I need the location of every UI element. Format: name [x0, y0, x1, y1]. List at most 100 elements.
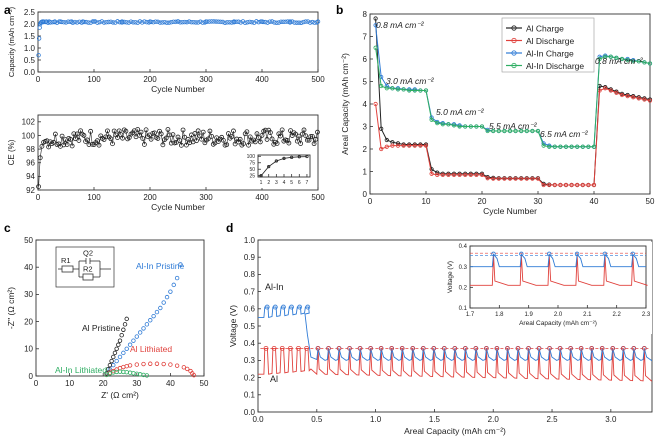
a-bot-point [44, 138, 50, 144]
a-bot-point [225, 131, 231, 136]
b-series-point [496, 176, 501, 181]
a-bot-point [257, 139, 263, 145]
b-series-point [541, 143, 546, 148]
d-inset-peak [491, 251, 496, 257]
b-series-point [429, 117, 434, 122]
b-series-point [418, 143, 423, 148]
b-xtick-label: 0 [368, 197, 373, 206]
a-bot-point [143, 127, 149, 133]
c-point [141, 361, 146, 367]
b-annotation: 0.8 mA cm⁻² [595, 56, 644, 66]
a-bot-xtick-label: 0 [36, 193, 41, 202]
d-inset-ytick-label: 0.4 [459, 244, 468, 250]
c-point [107, 362, 113, 368]
a-inset-bg [244, 152, 314, 188]
b-series-point [390, 86, 395, 91]
a-top-point [36, 36, 42, 41]
a-bot-point [267, 130, 273, 135]
c-xtick-label: 40 [166, 379, 175, 388]
c-series-label: Al-In Lithiated [55, 365, 107, 375]
a-top-point [227, 20, 232, 25]
a-top-xtick-label: 400 [255, 75, 269, 84]
c-point [148, 361, 153, 366]
a-top-point [79, 20, 84, 25]
b-xtick-label: 40 [590, 197, 599, 206]
d-ytick-label: 0.9 [244, 253, 256, 262]
d-al-peak [271, 345, 277, 351]
a-inset-point [305, 154, 309, 159]
b-legend-label: Al-In Charge [526, 48, 574, 58]
a-top-point [108, 19, 113, 25]
a-bot-point [195, 128, 201, 134]
c-series-label: Al Pristine [82, 323, 121, 333]
a-top-point [216, 19, 221, 24]
b-series-point [496, 128, 501, 134]
a-bot-point [168, 140, 174, 146]
b-series-point [485, 176, 490, 181]
c-xtick-label: 20 [99, 379, 108, 388]
c-point [144, 322, 150, 327]
b-series-point [373, 101, 378, 107]
c-ytick-label: 50 [24, 236, 33, 245]
c-point [168, 362, 173, 367]
a-top-point [229, 20, 234, 25]
a-top-point [57, 19, 62, 24]
a-bot-point [252, 139, 258, 145]
b-series-point [446, 122, 451, 127]
d-inset-xtick-label: 1.8 [495, 312, 504, 318]
b-series-point [642, 97, 647, 102]
d-ytick-label: 0.1 [244, 391, 256, 400]
c-point [174, 363, 180, 368]
d-al-peak [431, 346, 436, 351]
b-series-point [435, 172, 440, 177]
a-top-point [231, 20, 237, 25]
a-bot-point [183, 142, 189, 148]
c-point [148, 318, 153, 323]
a-bot-point [259, 133, 265, 138]
d-inset-ytick-label: 0.3 [459, 265, 468, 271]
d-al-peak [452, 346, 458, 351]
d-ytick-label: 0.6 [244, 305, 256, 314]
a-top-point [50, 19, 55, 25]
b-series-point [569, 144, 574, 149]
a-top-point [247, 19, 252, 25]
d-al-peak [287, 345, 293, 351]
b-series-point [569, 182, 574, 188]
a-bot-point [187, 140, 193, 146]
a-top-point [307, 20, 313, 25]
d-ylabel: Voltage (V) [228, 305, 238, 347]
a-top-point [171, 19, 176, 25]
d-al-peak [463, 346, 468, 351]
a-bot-point [108, 136, 114, 142]
a-top-point [48, 20, 53, 25]
a-top-point [97, 19, 102, 25]
b-annotation: 0.8 mA cm⁻² [376, 20, 425, 30]
b-series-point [575, 144, 580, 149]
a-top-point [70, 20, 75, 25]
a-top-point [99, 19, 105, 24]
b-series-point [390, 143, 395, 148]
c-point [161, 300, 166, 305]
c-series-label: Al-In Pristine [136, 261, 184, 271]
b-series-point [647, 61, 653, 66]
c-point [137, 330, 143, 335]
a-top-point [251, 20, 257, 25]
d-al-peak [484, 346, 489, 351]
c-xtick-label: 50 [200, 379, 209, 388]
a-bot-point [220, 137, 226, 143]
a-top-point [63, 20, 69, 25]
a-bot-point [182, 134, 188, 140]
b-series-point [384, 144, 389, 149]
a-bot-point [247, 134, 253, 140]
a-top-ylabel: Capacity (mAh cm⁻²) [7, 6, 16, 77]
a-bot-ytick-label: 94 [26, 172, 35, 181]
a-bot-point [209, 133, 215, 139]
a-top-point [139, 20, 145, 25]
a-top-point [287, 20, 293, 25]
a-top-point [269, 19, 275, 24]
a-bot-xtick-label: 300 [199, 193, 213, 202]
a-bot-point [36, 184, 41, 189]
a-inset-point [274, 159, 278, 163]
b-series-point [513, 176, 518, 181]
